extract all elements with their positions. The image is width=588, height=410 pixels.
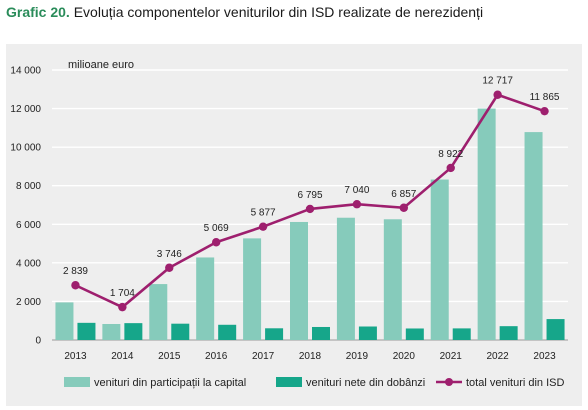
point-total [493,90,502,99]
chart-title-text: Evoluția componentelor veniturilor din I… [73,4,484,20]
bar-participation [477,108,496,340]
legend-swatch-interest [276,377,302,387]
point-total [118,302,127,312]
data-label-total: 7 040 [344,185,369,196]
data-label-total: 11 865 [530,92,560,103]
x-tick-label: 2022 [487,351,510,362]
x-tick-label: 2018 [299,351,322,362]
x-tick-label: 2019 [346,351,369,362]
bar-interest [499,326,518,340]
x-tick-label: 2015 [158,351,181,362]
legend-label-total: total venituri din ISD [466,377,564,389]
y-tick-label: 2 000 [16,297,41,308]
point-total [71,281,80,290]
bar-participation [102,323,121,340]
x-tick-label: 2023 [533,351,556,362]
bar-interest [77,322,96,340]
y-tick-label: 0 [35,336,41,347]
x-tick-label: 2020 [393,351,416,362]
point-total [258,222,268,231]
x-tick-label: 2013 [64,351,87,362]
chart-title-prefix: Grafic 20. [6,4,70,20]
bar-interest [218,324,237,340]
bar-participation [430,179,449,340]
bar-participation [336,217,355,340]
data-label-total: 1 704 [110,288,135,299]
chart-title: Grafic 20. Evoluția componentelor venitu… [6,4,483,20]
bar-interest [265,328,284,340]
bar-interest [124,323,143,340]
y-tick-label: 14 000 [10,66,41,77]
legend-swatch-total-marker [445,378,453,386]
bar-participation [149,284,168,340]
point-total [399,203,409,212]
data-label-total: 3 746 [157,249,182,260]
bar-interest [171,323,190,340]
bar-participation [524,132,543,340]
point-total [446,163,455,173]
y-tick-label: 10 000 [10,143,41,154]
x-tick-label: 2016 [205,351,228,362]
data-label-total: 5 877 [251,208,276,219]
data-label-total: 5 069 [204,223,229,234]
y-tick-label: 12 000 [10,104,41,115]
y-tick-label: 8 000 [16,181,41,192]
x-tick-label: 2017 [252,351,275,362]
data-label-total: 2 839 [63,266,88,277]
bar-participation [383,219,402,340]
bar-interest [312,326,330,340]
bar-participation [196,257,215,340]
point-total [211,238,221,247]
data-label-total: 6 795 [297,190,322,201]
legend-label-participation: venituri din participații la capital [94,377,246,389]
bar-participation [290,221,308,340]
data-label-total: 12 717 [482,76,513,87]
y-unit-label: milioane euro [68,59,134,71]
legend-label-interest: venituri nete din dobânzi [306,377,425,389]
y-tick-label: 6 000 [16,220,41,231]
data-label-total: 8 922 [438,149,463,160]
point-total [165,263,174,272]
y-tick-label: 4 000 [16,258,41,269]
bar-participation [243,238,262,340]
data-label-total: 6 857 [391,189,416,200]
point-total [352,200,362,209]
bar-interest [546,319,565,340]
x-tick-label: 2014 [111,351,134,362]
bar-interest [405,328,424,340]
point-total [305,204,315,214]
bar-interest [358,326,377,340]
x-tick-label: 2021 [440,351,463,362]
bar-interest [452,328,471,340]
legend-swatch-participation [64,377,90,387]
point-total [540,106,549,116]
bar-participation [55,302,74,340]
